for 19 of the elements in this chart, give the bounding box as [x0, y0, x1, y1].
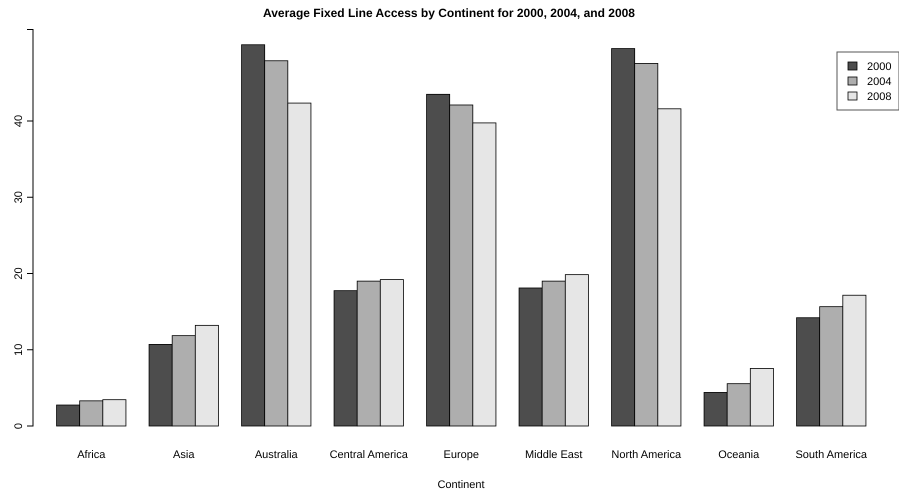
x-tick-label: Asia [173, 449, 196, 461]
legend-label: 2004 [867, 76, 892, 88]
x-axis-title: Continent [437, 479, 485, 491]
x-tick-label: Oceania [718, 449, 760, 461]
y-tick-label: 0 [12, 422, 25, 430]
x-tick-label: Africa [77, 449, 106, 461]
chart-title: Average Fixed Line Access by Continent for 2000, 2004, and 2008 [263, 6, 636, 20]
y-tick-label: 40 [12, 114, 25, 128]
y-tick-label: 30 [12, 191, 25, 204]
legend-label: 2008 [867, 91, 892, 103]
x-tick-label: North America [611, 449, 682, 461]
legend-label: 2000 [867, 61, 892, 73]
y-tick-label: 10 [12, 344, 25, 356]
y-tick-label: 20 [12, 267, 25, 280]
x-tick-label: Australia [254, 449, 299, 461]
x-tick-label: Europe [444, 449, 479, 461]
x-tick-label: Central America [330, 449, 409, 461]
x-tick-label: Middle East [525, 449, 582, 461]
x-tick-label: South America [795, 449, 868, 461]
